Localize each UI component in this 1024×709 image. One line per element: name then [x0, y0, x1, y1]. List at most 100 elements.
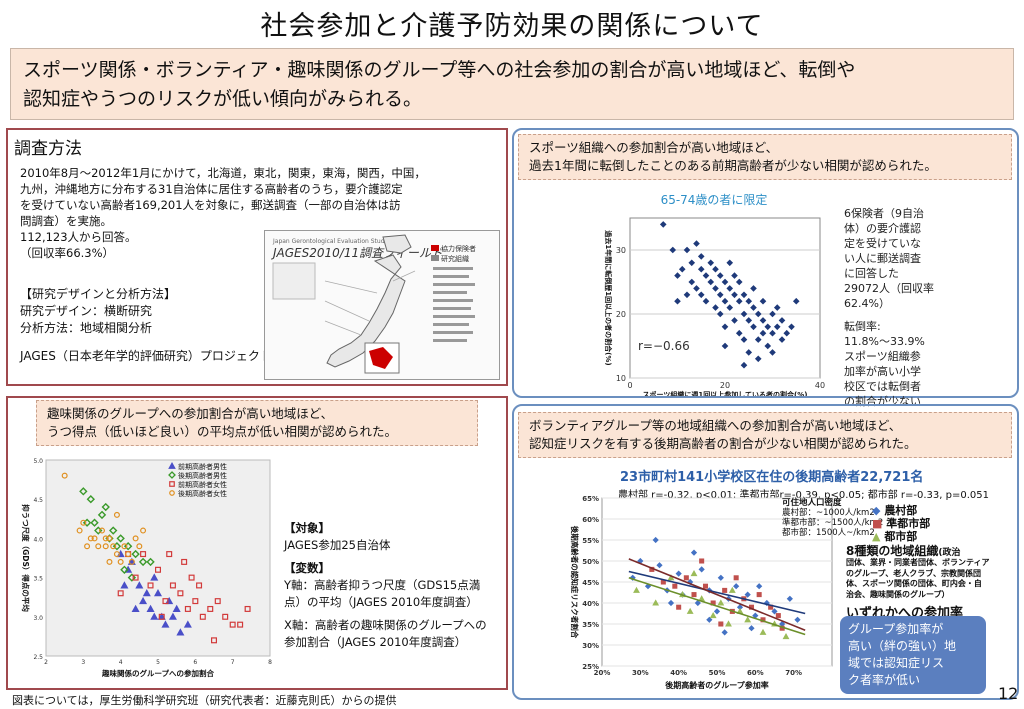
volunteer-panel — [512, 404, 1019, 700]
data-point — [674, 297, 681, 305]
summary-box: スポーツ関係・ボランティア・趣味関係のグループ等への社会参加の割合が高い地域ほど… — [10, 48, 1014, 120]
data-point — [754, 336, 762, 343]
data-point — [750, 285, 757, 292]
data-point — [702, 272, 710, 279]
data-point — [756, 583, 763, 590]
data-point — [155, 566, 162, 573]
hokkaido-shape — [382, 234, 412, 254]
data-point — [716, 310, 724, 318]
data-point — [95, 543, 102, 550]
method-heading: 調査方法 — [14, 139, 82, 159]
page-title: 社会参加と介護予防効果の関係について — [260, 11, 764, 42]
legend-rural: 農村部 — [884, 504, 918, 517]
data-point — [764, 342, 772, 350]
data-point — [733, 583, 740, 590]
data-point — [721, 297, 729, 305]
data-point — [769, 349, 776, 356]
data-point — [716, 291, 724, 299]
data-point — [116, 534, 125, 543]
data-point — [181, 558, 188, 565]
data-point — [712, 304, 719, 311]
chart-title: 65-74歳の者に限定 — [661, 192, 768, 207]
y-tick-label: 30 — [616, 246, 626, 255]
trend-line — [628, 558, 806, 632]
xvar-text: X軸：高齢者の趣味関係のグループへの参加割合（JAGES 2010年度調査） — [284, 618, 487, 649]
y-axis-label: 後期高齢者の認知症リスク者割合 — [570, 526, 580, 639]
x-tick-label: 3 — [81, 659, 85, 666]
data-point — [782, 632, 790, 640]
data-point — [136, 543, 143, 550]
data-point — [158, 613, 165, 620]
data-point — [740, 336, 748, 343]
data-point — [91, 535, 98, 542]
legend-label: 後期高齢者男性 — [178, 471, 227, 480]
data-point — [139, 596, 148, 605]
data-point — [775, 613, 781, 619]
data-point — [244, 605, 251, 612]
data-point — [786, 595, 793, 602]
data-point — [110, 543, 117, 550]
x-tick-label: 50% — [709, 669, 726, 677]
data-point — [652, 599, 660, 606]
data-point — [150, 612, 159, 620]
y-axis-label: 抑うつ尺度（GDS）得点の平均 — [21, 504, 31, 612]
data-point — [207, 605, 214, 612]
data-point — [756, 592, 762, 598]
legend-suburban: 準都市部 — [886, 517, 931, 530]
legend-urban: 都市部 — [884, 530, 918, 543]
data-point — [109, 526, 118, 535]
r-annotation: r=−0.66 — [638, 339, 690, 353]
data-point — [138, 557, 148, 567]
callout-line: スポーツ組織への参加割合が高い地域ほど、 — [529, 140, 779, 155]
data-point — [656, 562, 663, 569]
data-point — [712, 285, 719, 292]
data-point — [131, 604, 140, 612]
data-point — [688, 278, 696, 286]
data-point — [716, 272, 724, 279]
design-line: 【研究デザインと分析方法】 — [20, 287, 177, 301]
data-point — [769, 310, 776, 318]
design-line: 研究デザイン：横断研究 — [20, 304, 153, 318]
hobby-panel — [6, 396, 508, 690]
data-point — [176, 628, 185, 636]
volunteer-stats: 農村部 r=-0.32, p<0.01; 準都市部r=-0.39, p<0.05… — [618, 490, 989, 501]
data-point — [792, 297, 800, 305]
data-point — [161, 620, 170, 628]
callout-line: 趣味関係のグループへの参加割合が高い地域ほど、 — [47, 406, 334, 421]
x-axis-label: 趣味関係のグループへの参加割合 — [101, 668, 215, 678]
data-point — [79, 487, 88, 496]
data-point — [678, 265, 686, 273]
side-line: 29072人（回収率 — [844, 282, 934, 295]
data-point — [672, 583, 678, 589]
side-line: 62.4%） — [844, 297, 890, 310]
data-point — [745, 349, 753, 356]
data-point — [117, 590, 124, 597]
data-point — [733, 575, 739, 581]
legend-label: 前期高齢者女性 — [178, 480, 227, 489]
side-line: 加率が高い小学 — [844, 365, 921, 378]
y-tick-label: 35% — [582, 621, 599, 629]
side-line: スポーツ組織参 — [844, 350, 921, 363]
legend-triangle-icon: ▲ — [872, 530, 881, 543]
legend-label: 後期高齢者女性 — [178, 489, 227, 498]
density-line: 都市部：1500人~/km2 — [782, 528, 875, 538]
data-point — [675, 570, 682, 577]
data-point — [102, 535, 109, 542]
data-point — [683, 575, 689, 581]
data-point — [169, 481, 175, 487]
side-line: 6保険者（9自治 — [844, 207, 924, 220]
org-heading: 8種類の地域組織 — [846, 544, 939, 558]
data-point — [691, 592, 697, 598]
x-tick-label: 7 — [231, 659, 235, 666]
y-tick-label: 25% — [582, 663, 599, 671]
org-line: のグループ、老人クラブ、宗教関係団 — [846, 568, 982, 578]
data-point — [693, 285, 700, 292]
plot-area — [45, 459, 271, 657]
x-tick-label: 4 — [119, 659, 123, 666]
x-tick-label: 30% — [632, 669, 649, 677]
y-tick-label: 3.0 — [33, 615, 43, 622]
data-point — [214, 598, 221, 605]
data-point — [735, 297, 743, 305]
volunteer-chart: 25% 30% 35% 40% 45% 50% 55% 60% 65% 20% 30% 40% 50% 6… — [570, 495, 833, 690]
x-tick-label: 6 — [193, 659, 197, 666]
